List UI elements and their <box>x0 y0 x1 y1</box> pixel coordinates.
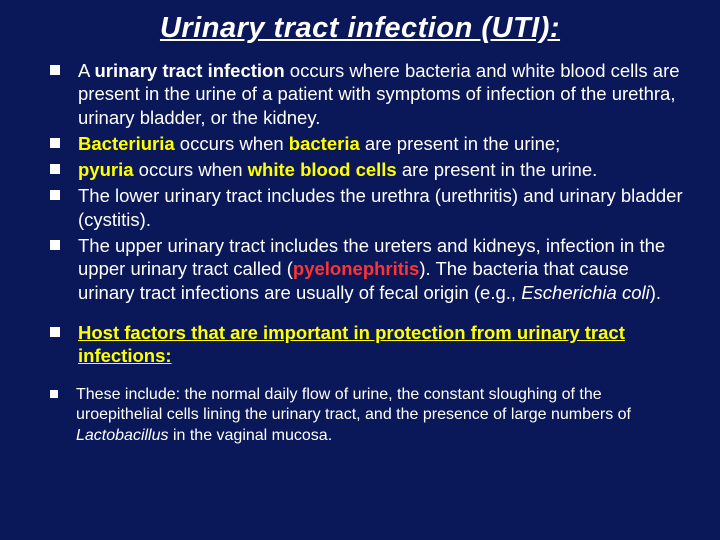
bold-red-text: pyelonephritis <box>293 258 419 279</box>
bold-yellow-text: bacteria <box>289 133 360 154</box>
bold-yellow-text: Bacteriuria <box>78 133 175 154</box>
bullet-text: A urinary tract infection occurs where b… <box>78 59 686 129</box>
text-fragment: in the vaginal mucosa. <box>169 427 333 444</box>
spacer <box>78 371 686 385</box>
bold-yellow-text: pyuria <box>78 159 134 180</box>
bullet-item-3: pyuria occurs when white blood cells are… <box>78 158 686 181</box>
square-bullet-icon <box>50 190 60 200</box>
bullet-item-7: These include: the normal daily flow of … <box>78 385 686 446</box>
bullet-text: pyuria occurs when white blood cells are… <box>78 158 686 181</box>
text-fragment: are present in the urine; <box>360 133 561 154</box>
slide: Urinary tract infection (UTI): A urinary… <box>0 0 720 540</box>
spacer <box>78 307 686 321</box>
bullet-item-6: Host factors that are important in prote… <box>78 321 686 368</box>
text-fragment: These include: the normal daily flow of … <box>76 386 631 423</box>
square-bullet-icon <box>50 327 60 337</box>
text-fragment: A <box>78 60 94 81</box>
bullet-text: Host factors that are important in prote… <box>78 321 686 368</box>
slide-title: Urinary tract infection (UTI): <box>34 12 686 45</box>
italic-text: Escherichia coli <box>521 282 650 303</box>
bullet-item-2: Bacteriuria occurs when bacteria are pre… <box>78 132 686 155</box>
bullet-item-5: The upper urinary tract includes the ure… <box>78 234 686 304</box>
text-fragment: occurs when <box>175 133 289 154</box>
slide-body: A urinary tract infection occurs where b… <box>34 59 686 446</box>
bullet-text: These include: the normal daily flow of … <box>76 385 686 446</box>
bullet-item-1: A urinary tract infection occurs where b… <box>78 59 686 129</box>
square-bullet-icon <box>50 65 60 75</box>
bullet-item-4: The lower urinary tract includes the ure… <box>78 184 686 231</box>
square-bullet-icon <box>50 138 60 148</box>
heading-yellow-underline: Host factors that are important in prote… <box>78 322 625 366</box>
text-fragment: occurs when <box>134 159 248 180</box>
italic-text: Lactobacillus <box>76 427 169 444</box>
square-bullet-icon <box>50 240 60 250</box>
bold-text: urinary tract infection <box>94 60 284 81</box>
bold-yellow-text: white blood cells <box>248 159 397 180</box>
bullet-text: Bacteriuria occurs when bacteria are pre… <box>78 132 686 155</box>
text-fragment: are present in the urine. <box>397 159 598 180</box>
text-fragment: ). <box>650 282 661 303</box>
square-bullet-icon <box>50 390 58 398</box>
square-bullet-icon <box>50 164 60 174</box>
bullet-text: The upper urinary tract includes the ure… <box>78 234 686 304</box>
bullet-text: The lower urinary tract includes the ure… <box>78 184 686 231</box>
